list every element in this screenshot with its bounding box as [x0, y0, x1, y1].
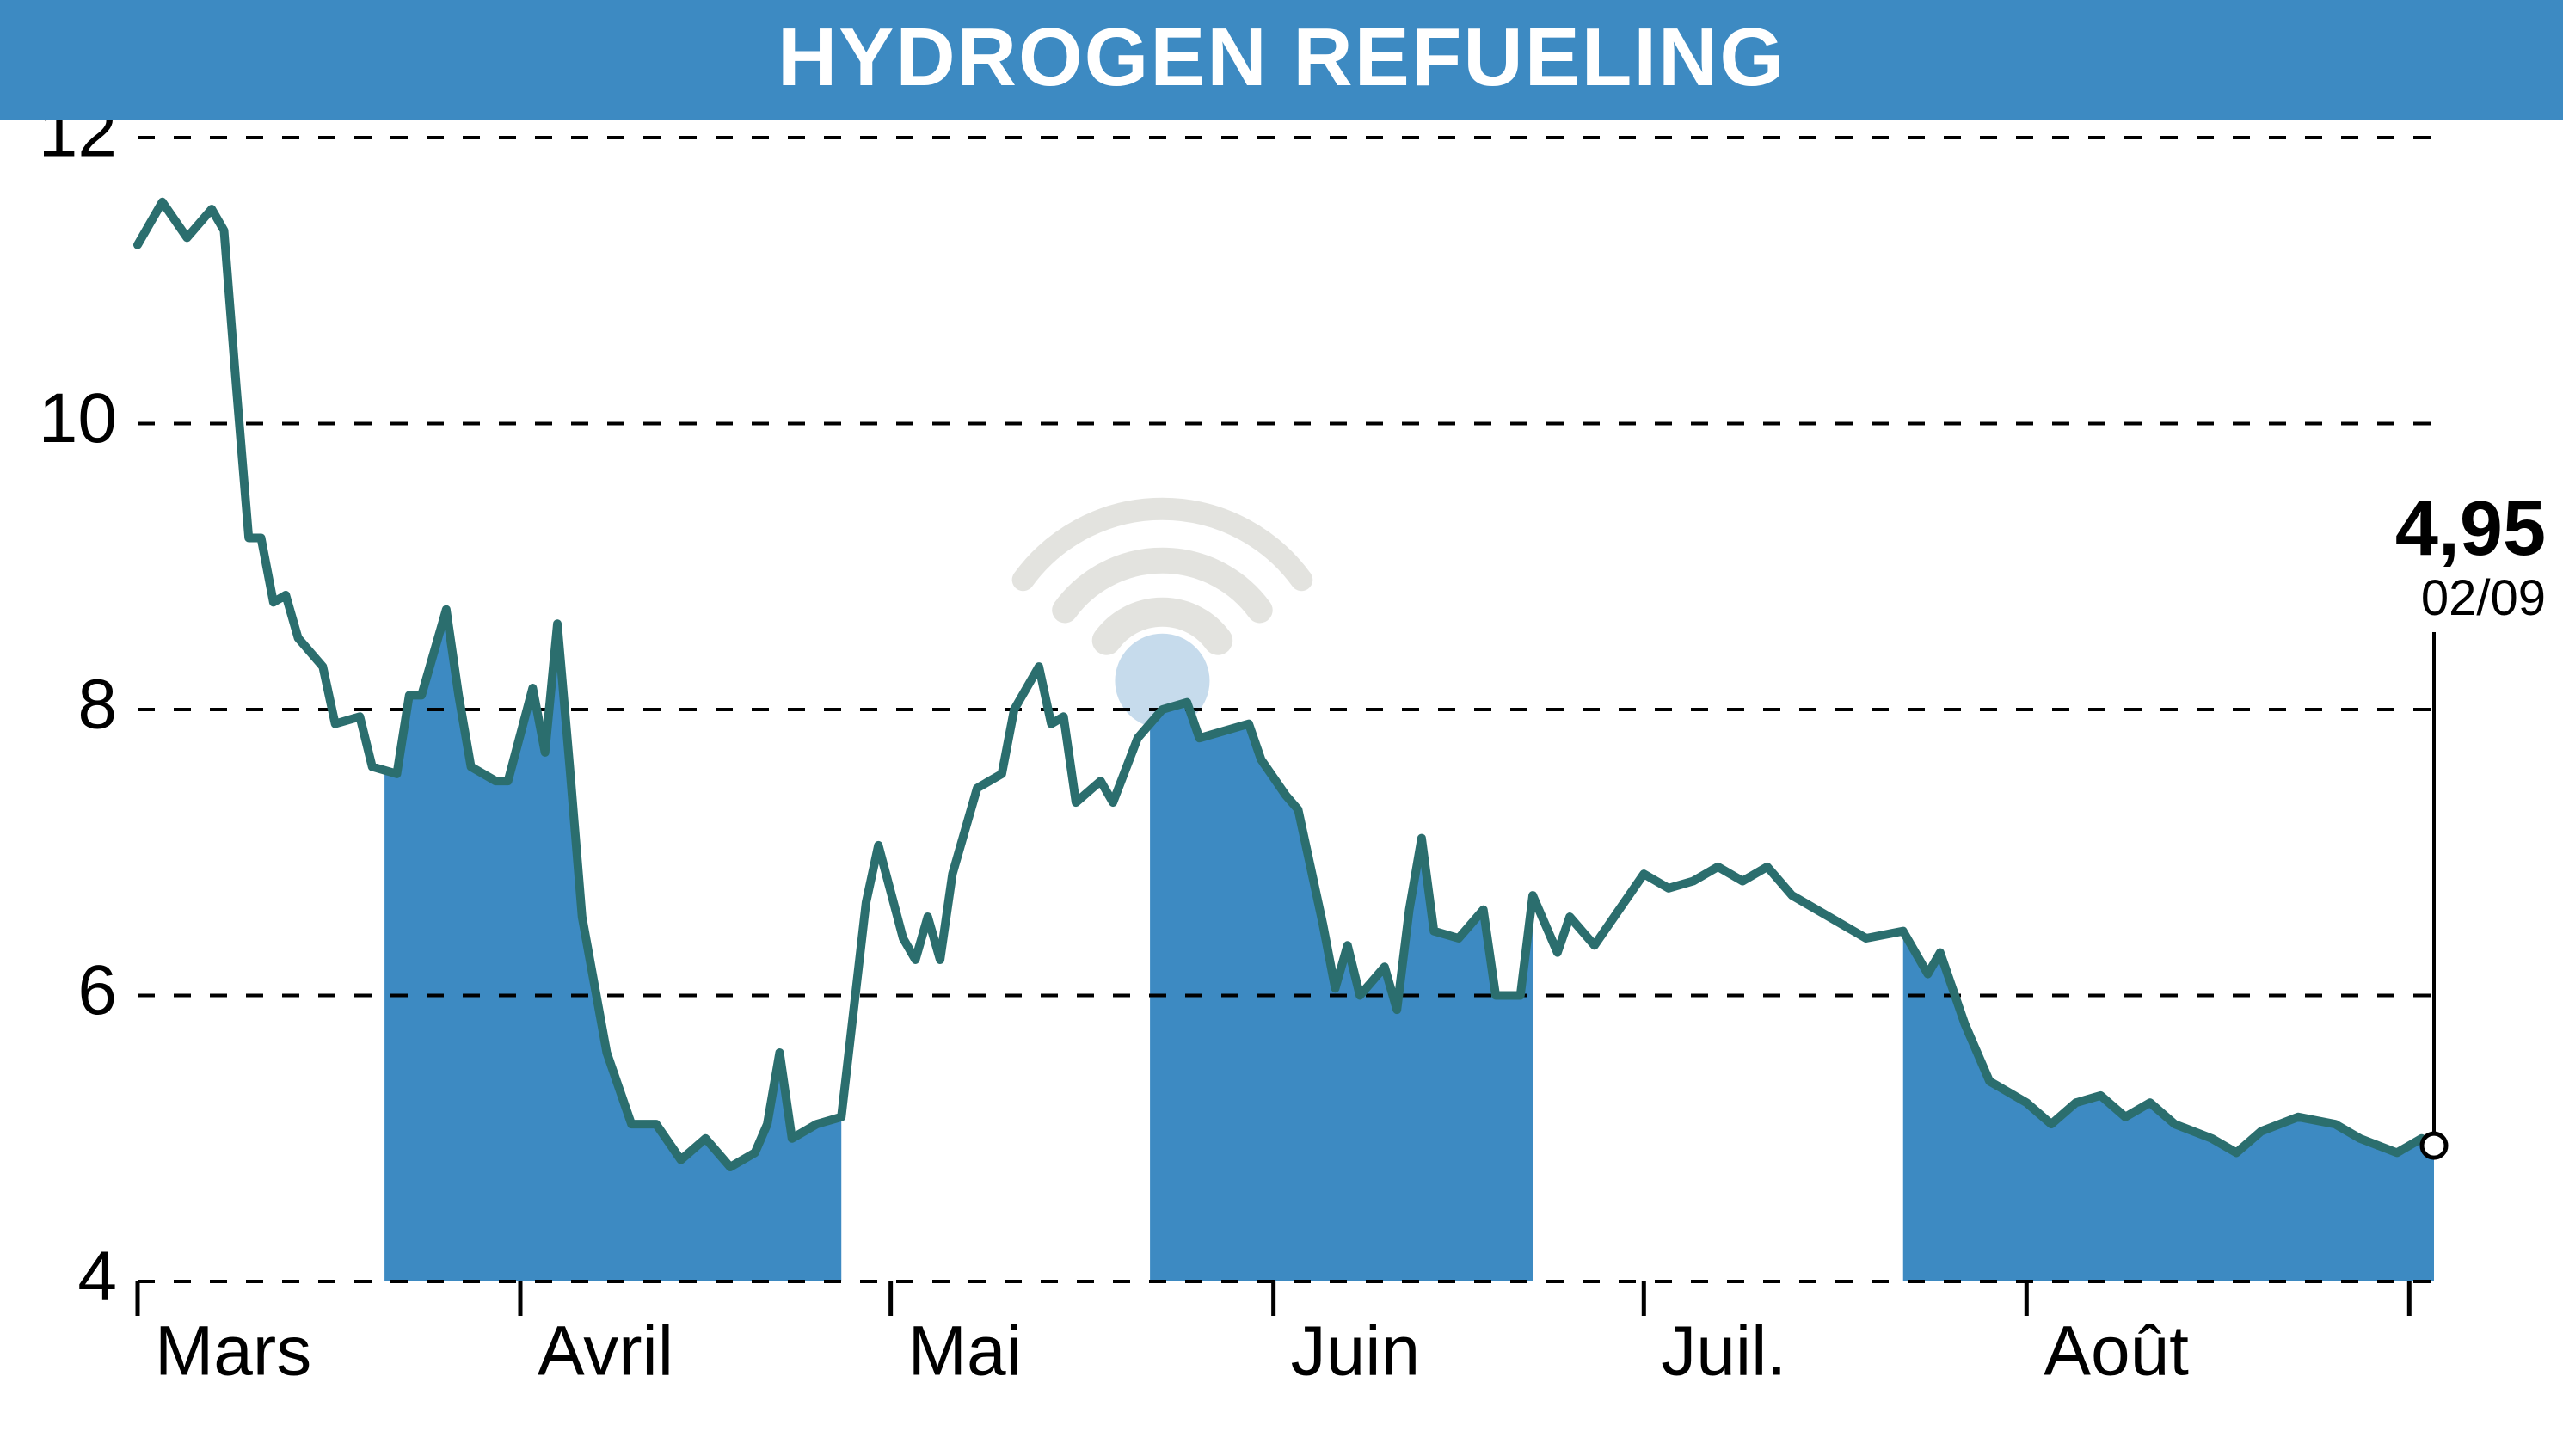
y-axis-tick-label: 6 — [77, 951, 117, 1029]
chart-title: HYDROGEN REFUELING — [778, 11, 1785, 103]
callout-marker — [2422, 1133, 2446, 1158]
x-axis-tick-label: Mai — [908, 1312, 1022, 1390]
x-axis-tick-label: Mars — [155, 1312, 311, 1390]
callout-date: 02/09 — [2421, 570, 2546, 626]
line-chart: 4 6 8 10 12 Mars Avril Mai Juin Juil. Août 4,9502/0… — [0, 120, 2563, 1456]
x-axis-tick-label: Juil. — [1661, 1312, 1786, 1390]
y-axis-tick-label: 10 — [39, 379, 117, 458]
y-axis-tick-label: 4 — [77, 1238, 117, 1316]
x-axis-tick-label: Août — [2044, 1312, 2189, 1390]
x-axis-tick-label: Juin — [1291, 1312, 1420, 1390]
y-axis-tick-label: 8 — [77, 666, 117, 744]
y-axis-tick-label: 12 — [39, 120, 117, 172]
x-axis-tick-label: Avril — [538, 1312, 673, 1390]
chart-container: 4 6 8 10 12 Mars Avril Mai Juin Juil. Août 4,9502/0… — [0, 120, 2563, 1456]
callout-value: 4,95 — [2395, 486, 2546, 572]
chart-title-bar: HYDROGEN REFUELING — [0, 0, 2563, 120]
